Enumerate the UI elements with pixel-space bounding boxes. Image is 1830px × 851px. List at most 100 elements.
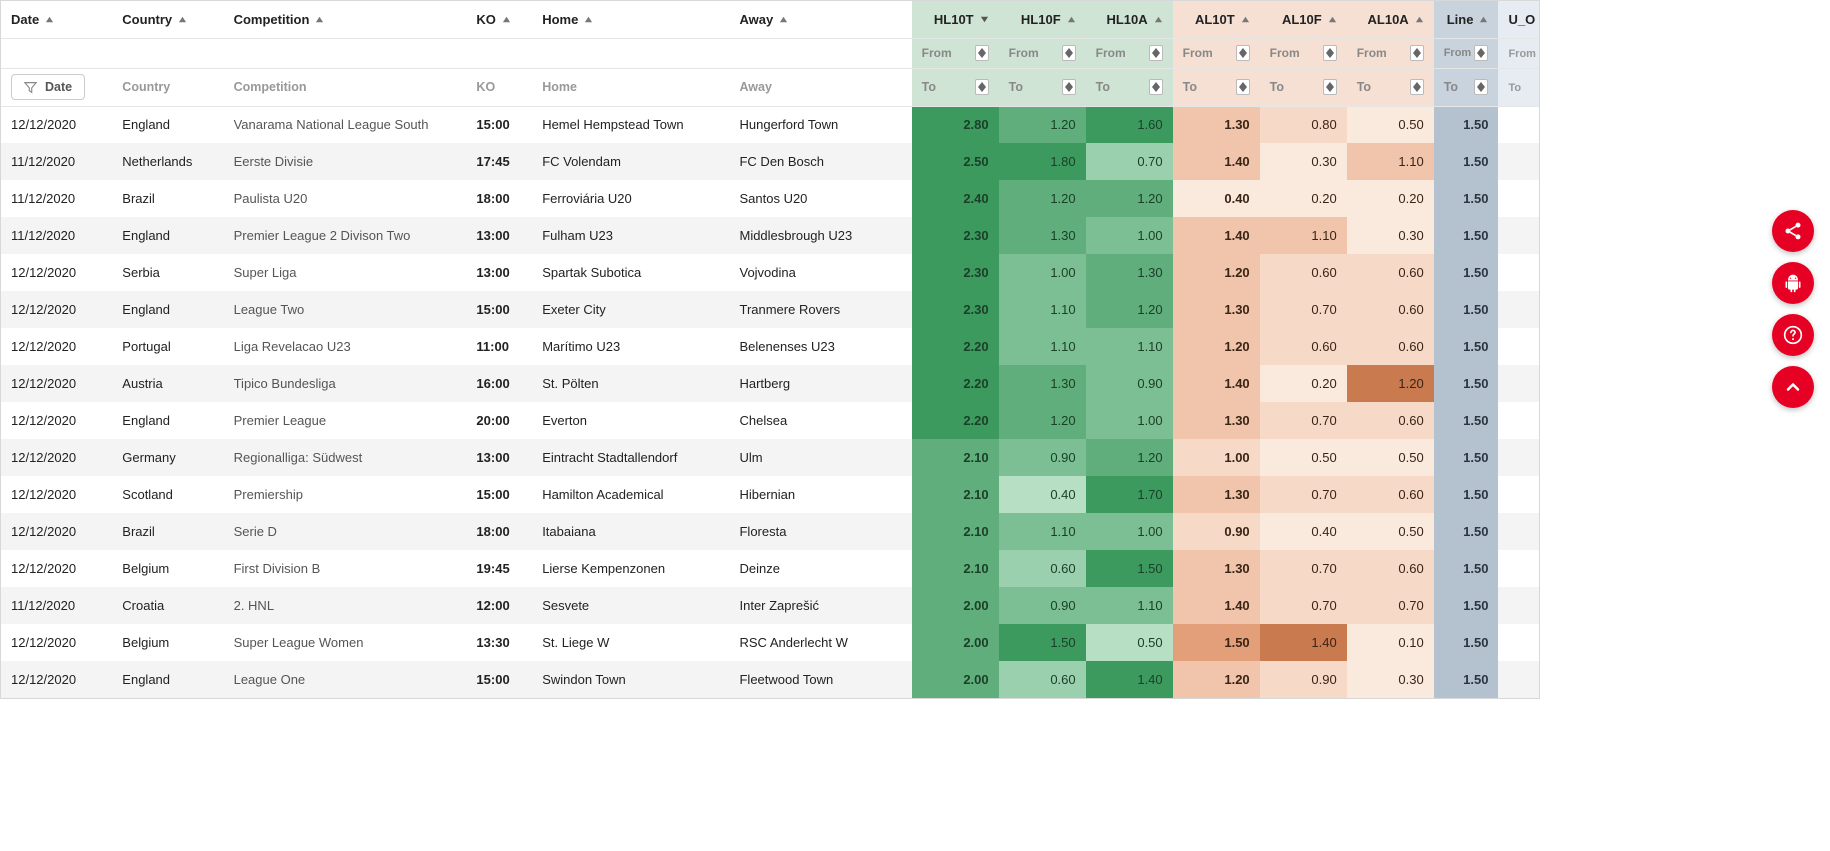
cell-away: Fleetwood Town xyxy=(729,661,911,698)
col-hl10t[interactable]: HL10T xyxy=(912,1,999,38)
cell-h2: 0.90 xyxy=(1086,365,1173,402)
table-row[interactable]: 12/12/2020BelgiumFirst Division B19:45Li… xyxy=(1,550,1539,587)
cell-h2: 1.00 xyxy=(1086,402,1173,439)
table-row[interactable]: 12/12/2020EnglandPremier League20:00Ever… xyxy=(1,402,1539,439)
col-competition[interactable]: Competition xyxy=(224,1,467,38)
col-home[interactable]: Home xyxy=(532,1,729,38)
col-away-label: Away xyxy=(739,12,773,27)
cell-a2: 0.60 xyxy=(1347,402,1434,439)
col-date[interactable]: Date xyxy=(1,1,112,38)
col-competition-label: Competition xyxy=(234,12,310,27)
cell-a1: 0.40 xyxy=(1260,513,1347,550)
cell-uo xyxy=(1498,365,1539,402)
ko-filter[interactable]: KO xyxy=(466,68,532,106)
col-line[interactable]: Line xyxy=(1434,1,1499,38)
to-spinner[interactable]: To xyxy=(1270,79,1337,95)
col-uo[interactable]: U_O xyxy=(1498,1,1539,38)
share-button[interactable] xyxy=(1772,210,1814,252)
cell-comp: 2. HNL xyxy=(224,587,467,624)
col-hl10f[interactable]: HL10F xyxy=(999,1,1086,38)
cell-home: Everton xyxy=(532,402,729,439)
cell-a1: 0.60 xyxy=(1260,254,1347,291)
cell-date: 11/12/2020 xyxy=(1,143,112,180)
table-row[interactable]: 12/12/2020AustriaTipico Bundesliga16:00S… xyxy=(1,365,1539,402)
country-filter[interactable]: Country xyxy=(112,68,223,106)
from-spinner[interactable]: From xyxy=(1270,45,1337,61)
cell-h2: 1.20 xyxy=(1086,180,1173,217)
table-row[interactable]: 12/12/2020PortugalLiga Revelacao U2311:0… xyxy=(1,328,1539,365)
col-country[interactable]: Country xyxy=(112,1,223,38)
table-row[interactable]: 12/12/2020EnglandLeague Two15:00Exeter C… xyxy=(1,291,1539,328)
android-button[interactable] xyxy=(1772,262,1814,304)
help-icon xyxy=(1783,325,1803,345)
to-spinner[interactable]: To xyxy=(1096,79,1163,95)
col-away[interactable]: Away xyxy=(729,1,911,38)
cell-country: England xyxy=(112,106,223,143)
cell-line: 1.50 xyxy=(1434,661,1499,698)
home-filter[interactable]: Home xyxy=(532,68,729,106)
sort-asc-icon xyxy=(1479,15,1488,24)
cell-date: 12/12/2020 xyxy=(1,661,112,698)
sort-asc-icon xyxy=(502,15,511,24)
sort-desc-icon xyxy=(980,15,989,24)
table-row[interactable]: 12/12/2020GermanyRegionalliga: Südwest13… xyxy=(1,439,1539,476)
cell-comp: Liga Revelacao U23 xyxy=(224,328,467,365)
from-spinner[interactable]: From xyxy=(1096,45,1163,61)
cell-h2: 1.20 xyxy=(1086,439,1173,476)
to-spinner[interactable]: To xyxy=(1009,79,1076,95)
from-spinner[interactable]: From xyxy=(922,45,989,61)
cell-date: 12/12/2020 xyxy=(1,476,112,513)
table-row[interactable]: 12/12/2020EnglandLeague One15:00Swindon … xyxy=(1,661,1539,698)
col-ko[interactable]: KO xyxy=(466,1,532,38)
cell-a2: 0.60 xyxy=(1347,291,1434,328)
cell-a2: 0.60 xyxy=(1347,476,1434,513)
table-row[interactable]: 11/12/2020EnglandPremier League 2 Diviso… xyxy=(1,217,1539,254)
help-button[interactable] xyxy=(1772,314,1814,356)
col-al10a-label: AL10A xyxy=(1368,12,1409,27)
cell-home: Lierse Kempenzonen xyxy=(532,550,729,587)
to-spinner[interactable]: To xyxy=(1444,79,1489,95)
cell-a0: 1.40 xyxy=(1173,217,1260,254)
cell-line: 1.50 xyxy=(1434,402,1499,439)
table-row[interactable]: 12/12/2020ScotlandPremiership15:00Hamilt… xyxy=(1,476,1539,513)
cell-a0: 0.90 xyxy=(1173,513,1260,550)
to-spinner[interactable]: To xyxy=(1183,79,1250,95)
cell-home: Spartak Subotica xyxy=(532,254,729,291)
cell-h1: 1.00 xyxy=(999,254,1086,291)
competition-filter[interactable]: Competition xyxy=(224,68,467,106)
col-al10a[interactable]: AL10A xyxy=(1347,1,1434,38)
col-al10f[interactable]: AL10F xyxy=(1260,1,1347,38)
from-spinner[interactable]: From xyxy=(1183,45,1250,61)
to-spinner[interactable]: To xyxy=(1357,79,1424,95)
to-spinner[interactable]: To xyxy=(922,79,989,95)
col-al10t[interactable]: AL10T xyxy=(1173,1,1260,38)
col-home-label: Home xyxy=(542,12,578,27)
cell-a2: 1.10 xyxy=(1347,143,1434,180)
cell-h1: 1.30 xyxy=(999,217,1086,254)
cell-h0: 2.40 xyxy=(912,180,999,217)
cell-ko: 18:00 xyxy=(466,513,532,550)
from-spinner[interactable]: From xyxy=(1009,45,1076,61)
cell-date: 12/12/2020 xyxy=(1,291,112,328)
from-spinner[interactable]: From xyxy=(1444,45,1489,61)
date-filter-button[interactable]: Date xyxy=(11,74,85,100)
table-row[interactable]: 12/12/2020BrazilSerie D18:00ItabaianaFlo… xyxy=(1,513,1539,550)
col-ko-label: KO xyxy=(476,12,496,27)
sort-asc-icon xyxy=(1067,15,1076,24)
scroll-top-button[interactable] xyxy=(1772,366,1814,408)
from-spinner[interactable]: From xyxy=(1357,45,1424,61)
table-row[interactable]: 11/12/2020BrazilPaulista U2018:00Ferrovi… xyxy=(1,180,1539,217)
col-hl10a[interactable]: HL10A xyxy=(1086,1,1173,38)
cell-uo xyxy=(1498,328,1539,365)
cell-ko: 13:30 xyxy=(466,624,532,661)
table-row[interactable]: 12/12/2020BelgiumSuper League Women13:30… xyxy=(1,624,1539,661)
table-row[interactable]: 12/12/2020EnglandVanarama National Leagu… xyxy=(1,106,1539,143)
away-filter[interactable]: Away xyxy=(729,68,911,106)
cell-a0: 1.00 xyxy=(1173,439,1260,476)
table-row[interactable]: 12/12/2020SerbiaSuper Liga13:00Spartak S… xyxy=(1,254,1539,291)
table-row[interactable]: 11/12/2020Croatia2. HNL12:00SesveteInter… xyxy=(1,587,1539,624)
cell-h2: 1.50 xyxy=(1086,550,1173,587)
cell-away: Deinze xyxy=(729,550,911,587)
cell-uo xyxy=(1498,254,1539,291)
table-row[interactable]: 11/12/2020NetherlandsEerste Divisie17:45… xyxy=(1,143,1539,180)
